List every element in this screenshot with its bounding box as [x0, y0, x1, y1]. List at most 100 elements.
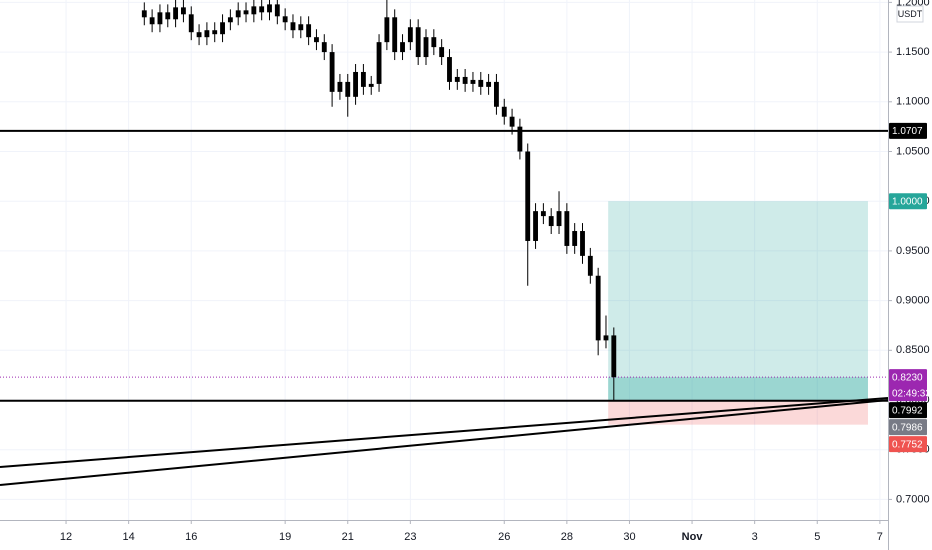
candle-body [321, 42, 327, 53]
y-tick-label: 0.7000 [896, 493, 930, 505]
candle-body [470, 79, 476, 84]
candle-body [368, 83, 374, 87]
candle-body [603, 335, 609, 341]
candle-body [517, 126, 523, 152]
candle-body [384, 17, 390, 43]
y-tick-label: 0.8500 [896, 344, 930, 356]
x-tick-label: 23 [404, 531, 416, 543]
candle-body [251, 6, 257, 15]
candle-body [501, 106, 507, 117]
candle-body [407, 27, 413, 43]
open-pnl-zone [608, 377, 868, 402]
candle-body [188, 14, 194, 33]
x-tick-label: 28 [561, 531, 573, 543]
axes: 0.70000.75000.80000.85000.90000.95001.00… [60, 0, 931, 543]
candle-body [314, 37, 319, 43]
y-tick-label: 1.1500 [896, 46, 930, 58]
x-tick-label: Nov [682, 531, 704, 543]
candle-body [572, 231, 578, 246]
candle-body [141, 10, 147, 18]
price-label-box [889, 419, 927, 436]
candle-body [540, 211, 546, 217]
candle-body [509, 116, 515, 127]
price-label-box [889, 193, 927, 210]
candle-body [376, 42, 382, 84]
price-label: 1.0000 [892, 196, 923, 207]
candle-body [157, 12, 163, 25]
x-tick-label: 7 [877, 531, 883, 543]
x-tick-label: 21 [342, 531, 354, 543]
x-tick-label: 5 [814, 531, 820, 543]
trend-line [0, 397, 889, 469]
candle-body [556, 211, 562, 227]
candle-body [196, 32, 202, 38]
candle-body [478, 79, 484, 87]
countdown: 02:49:33 [892, 388, 931, 399]
price-label: 0.8230 [892, 372, 923, 383]
candle-body [392, 17, 398, 53]
candle-body [454, 76, 460, 82]
candle-body [298, 24, 304, 31]
candle-body [486, 81, 492, 87]
candle-body [525, 151, 531, 241]
trend-line [0, 399, 889, 487]
candle-body [212, 30, 218, 35]
y-tick-label: 1.1000 [896, 96, 930, 108]
candle-body [337, 81, 343, 92]
plot-area [0, 0, 889, 487]
candle-body [533, 211, 538, 241]
candle-body [329, 52, 335, 92]
x-tick-label: 19 [279, 531, 291, 543]
y-tick-label: 1.0500 [896, 145, 930, 157]
candle-body [447, 57, 452, 82]
candle-body [400, 42, 405, 53]
candle-body [345, 81, 351, 97]
candle-body [580, 231, 585, 256]
candle-body [204, 30, 210, 38]
candle-body [353, 71, 359, 97]
candle-body [165, 12, 171, 20]
currency: USDT [898, 9, 923, 19]
x-tick-label: 14 [123, 531, 135, 543]
candle-body [149, 17, 155, 25]
candle-body [243, 10, 249, 15]
price-label: 0.7752 [892, 439, 923, 450]
price-label: 1.0707 [892, 126, 923, 137]
y-tick-label: 0.9500 [896, 245, 930, 257]
candle-body [180, 7, 186, 15]
x-tick-label: 12 [60, 531, 72, 543]
price-label: 0.7992 [892, 405, 923, 416]
y-tick-label: 0.9000 [896, 295, 930, 307]
candle-body [306, 24, 312, 38]
candle-body [415, 27, 421, 58]
price-label-box [889, 122, 927, 139]
candle-body [290, 22, 296, 31]
candle-body [595, 275, 601, 341]
candle-body [267, 4, 272, 13]
candle-body [494, 81, 499, 107]
candle-body [220, 22, 225, 35]
y-tick-label: 1.2000 [896, 0, 930, 8]
price-label-box [889, 402, 927, 419]
candle-body [587, 255, 593, 276]
candle-body [564, 211, 570, 246]
profit-zone [608, 201, 868, 402]
x-tick-label: 16 [185, 531, 197, 543]
x-tick-label: 30 [623, 531, 635, 543]
candle-body [439, 47, 445, 58]
candle-body [431, 37, 437, 48]
candle-body [235, 10, 241, 18]
candle-body [462, 76, 468, 84]
x-tick-label: 26 [498, 531, 510, 543]
candle-body [259, 6, 265, 13]
price-label-box [889, 436, 927, 453]
currency-badge [896, 5, 924, 23]
candle-body [274, 4, 280, 17]
price-label-box [889, 369, 927, 402]
x-tick-label: 3 [752, 531, 758, 543]
candle-body [282, 16, 288, 23]
candle-body [173, 7, 179, 20]
candle-body [227, 17, 233, 23]
candle-body [548, 216, 554, 227]
